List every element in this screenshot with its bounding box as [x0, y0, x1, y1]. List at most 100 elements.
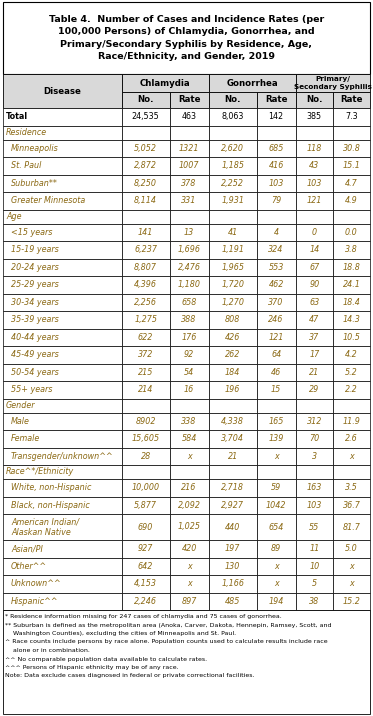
Text: 378: 378 [181, 179, 197, 188]
Text: 13: 13 [184, 228, 194, 237]
Text: 2,718: 2,718 [221, 483, 244, 493]
Bar [209, 192, 257, 210]
Text: 2,246: 2,246 [134, 596, 157, 606]
Text: Asian/PI: Asian/PI [11, 544, 43, 553]
Text: 1,270: 1,270 [221, 298, 244, 306]
Text: Chlamydia: Chlamydia [140, 79, 191, 87]
Bar [333, 514, 370, 540]
Text: 1,720: 1,720 [221, 280, 244, 289]
Text: x: x [187, 452, 191, 461]
Text: 176: 176 [181, 333, 197, 342]
Bar [209, 430, 257, 448]
Bar [3, 157, 122, 175]
Bar [122, 210, 170, 223]
Bar [296, 346, 333, 364]
Text: Gender: Gender [6, 401, 35, 410]
Text: 196: 196 [225, 385, 240, 395]
Bar [122, 448, 170, 465]
Text: 2.2: 2.2 [345, 385, 358, 395]
Bar [170, 192, 209, 210]
Bar [333, 593, 370, 610]
Bar [333, 412, 370, 430]
Bar [170, 329, 209, 346]
Bar [170, 412, 209, 430]
Bar [122, 346, 170, 364]
Text: 15-19 years: 15-19 years [11, 246, 59, 254]
Text: 1007: 1007 [179, 161, 200, 170]
Text: 4,338: 4,338 [221, 417, 244, 426]
Text: 324: 324 [269, 246, 284, 254]
Text: 1,025: 1,025 [178, 523, 201, 531]
Bar [122, 575, 170, 593]
Text: x: x [274, 562, 279, 571]
Bar [209, 558, 257, 575]
Text: Table 4.  Number of Cases and Incidence Rates (per
100,000 Persons) of Chlamydia: Table 4. Number of Cases and Incidence R… [49, 15, 324, 62]
Bar [333, 364, 370, 381]
Text: 1,965: 1,965 [221, 263, 244, 272]
Bar [122, 399, 170, 412]
Text: 15.1: 15.1 [342, 161, 360, 170]
Text: 194: 194 [269, 596, 284, 606]
Bar [333, 430, 370, 448]
Bar [3, 593, 122, 610]
Text: 4.7: 4.7 [345, 179, 358, 188]
Bar [296, 258, 333, 276]
Text: Transgender/unknown^^: Transgender/unknown^^ [11, 452, 114, 461]
Text: Rate: Rate [178, 95, 200, 105]
Text: 81.7: 81.7 [342, 523, 360, 531]
Bar [3, 223, 122, 241]
Text: 0: 0 [312, 228, 317, 237]
Bar [122, 223, 170, 241]
Text: 30.8: 30.8 [342, 144, 360, 153]
Text: 0.0: 0.0 [345, 228, 358, 237]
Text: ^^ No comparable population data available to calculate rates.: ^^ No comparable population data availab… [5, 657, 207, 662]
Text: 246: 246 [269, 315, 284, 324]
Text: Note: Data exclude cases diagnosed in federal or private correctional facilities: Note: Data exclude cases diagnosed in fe… [5, 674, 254, 679]
Text: 312: 312 [307, 417, 322, 426]
Text: 15: 15 [271, 385, 281, 395]
Bar [170, 593, 209, 610]
Bar [3, 430, 122, 448]
Bar [296, 92, 333, 108]
Bar [333, 479, 370, 496]
Text: 30-34 years: 30-34 years [11, 298, 59, 306]
Bar [209, 364, 257, 381]
Bar [296, 157, 333, 175]
Bar [257, 223, 296, 241]
Bar [122, 479, 170, 496]
Text: 654: 654 [269, 523, 284, 531]
Text: 420: 420 [181, 544, 197, 553]
Text: 10: 10 [309, 562, 319, 571]
Text: 388: 388 [181, 315, 197, 324]
Bar [122, 540, 170, 558]
Bar [170, 311, 209, 329]
Bar [257, 241, 296, 258]
Text: 118: 118 [307, 144, 322, 153]
Text: 5.2: 5.2 [345, 368, 358, 377]
Bar [257, 593, 296, 610]
Bar [333, 294, 370, 311]
Text: 216: 216 [181, 483, 197, 493]
Text: 8902: 8902 [135, 417, 156, 426]
Text: 2,092: 2,092 [178, 500, 201, 510]
Text: 79: 79 [271, 196, 281, 205]
Text: 89: 89 [271, 544, 281, 553]
Bar [209, 465, 257, 479]
Bar [209, 223, 257, 241]
Bar [209, 514, 257, 540]
Text: 685: 685 [269, 144, 284, 153]
Bar [333, 108, 370, 125]
Text: 63: 63 [309, 298, 319, 306]
Bar [257, 346, 296, 364]
Text: 927: 927 [138, 544, 153, 553]
Text: 338: 338 [181, 417, 197, 426]
Text: 622: 622 [138, 333, 153, 342]
Bar [122, 381, 170, 399]
Bar [209, 575, 257, 593]
Bar [296, 575, 333, 593]
Bar [170, 294, 209, 311]
Text: x: x [349, 562, 354, 571]
Bar [296, 108, 333, 125]
Bar [3, 108, 122, 125]
Text: 4.2: 4.2 [345, 350, 358, 359]
